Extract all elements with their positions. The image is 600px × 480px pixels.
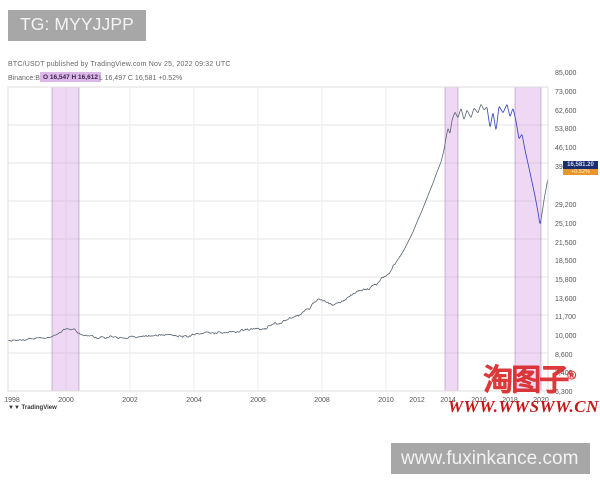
svg-text:2002: 2002 bbox=[122, 397, 138, 404]
svg-text:2010: 2010 bbox=[378, 397, 394, 404]
svg-text:10,000: 10,000 bbox=[555, 333, 577, 340]
svg-text:29,200: 29,200 bbox=[555, 202, 577, 209]
svg-text:11,700: 11,700 bbox=[555, 314, 576, 321]
svg-text:46,100: 46,100 bbox=[555, 145, 577, 152]
svg-text:85,000: 85,000 bbox=[555, 70, 577, 77]
svg-text:2000: 2000 bbox=[58, 397, 74, 404]
svg-text:2006: 2006 bbox=[250, 397, 266, 404]
svg-text:73,000: 73,000 bbox=[555, 89, 577, 96]
svg-text:2012: 2012 bbox=[409, 397, 425, 404]
svg-text:2008: 2008 bbox=[314, 397, 330, 404]
svg-text:1998: 1998 bbox=[4, 397, 20, 404]
svg-text:18,500: 18,500 bbox=[555, 258, 577, 265]
svg-text:21,500: 21,500 bbox=[555, 240, 577, 247]
svg-text:25,100: 25,100 bbox=[555, 221, 577, 228]
svg-text:13,600: 13,600 bbox=[555, 296, 577, 303]
svg-text:62,600: 62,600 bbox=[555, 108, 577, 115]
svg-text:15,800: 15,800 bbox=[555, 277, 577, 284]
svg-text:53,800: 53,800 bbox=[555, 126, 577, 133]
svg-text:2004: 2004 bbox=[186, 397, 202, 404]
svg-text:8,600: 8,600 bbox=[555, 352, 573, 359]
